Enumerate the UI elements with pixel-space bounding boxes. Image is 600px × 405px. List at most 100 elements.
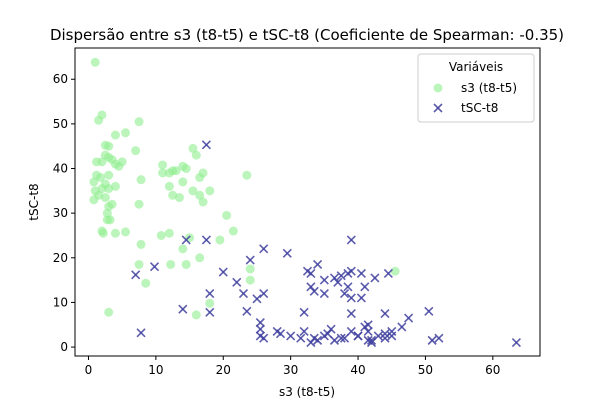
data-point-tsc bbox=[366, 335, 377, 345]
data-point-tsc bbox=[360, 282, 370, 292]
data-point-s3 bbox=[198, 168, 208, 178]
data-point-tsc bbox=[339, 288, 350, 299]
data-point-tsc bbox=[309, 286, 319, 296]
data-point-s3 bbox=[104, 184, 114, 194]
data-point-tsc bbox=[299, 307, 309, 317]
data-point-s3 bbox=[191, 150, 201, 160]
chart-title: Dispersão entre s3 (t8-t5) e tSC-t8 (Coe… bbox=[50, 26, 564, 44]
data-point-tsc bbox=[149, 262, 160, 272]
data-point-s3 bbox=[90, 57, 100, 67]
data-point-s3 bbox=[178, 244, 188, 254]
x-axis: 0 10 20 30 40 50 60 bbox=[85, 356, 500, 377]
data-point-tsc bbox=[434, 333, 444, 343]
data-point-s3 bbox=[104, 141, 114, 151]
data-point-tsc bbox=[326, 324, 336, 334]
y-tick-label: 0 bbox=[60, 340, 68, 354]
data-point-s3 bbox=[181, 259, 191, 269]
y-tick-label: 50 bbox=[53, 117, 68, 131]
x-tick-label: 30 bbox=[283, 363, 298, 377]
x-tick-label: 0 bbox=[85, 363, 93, 377]
data-point-s3 bbox=[134, 259, 144, 269]
data-point-tsc bbox=[259, 288, 269, 299]
data-point-s3 bbox=[390, 266, 400, 276]
data-point-tsc bbox=[346, 309, 356, 319]
data-point-tsc bbox=[178, 304, 188, 314]
data-point-tsc bbox=[252, 294, 262, 304]
data-point-s3 bbox=[136, 175, 146, 185]
data-point-tsc bbox=[181, 235, 191, 245]
data-point-tsc bbox=[255, 324, 265, 334]
data-point-tsc bbox=[343, 282, 353, 292]
data-point-tsc bbox=[201, 235, 211, 245]
data-point-tsc bbox=[275, 329, 286, 339]
legend-title: Variáveis bbox=[449, 60, 503, 74]
legend-x-glyph bbox=[433, 103, 443, 113]
data-point-s3 bbox=[245, 264, 255, 274]
data-point-s3 bbox=[121, 128, 131, 138]
data-point-s3 bbox=[205, 186, 215, 196]
data-point-s3 bbox=[166, 259, 176, 269]
data-point-s3 bbox=[195, 190, 205, 200]
data-point-s3 bbox=[181, 164, 191, 174]
data-point-tsc bbox=[245, 255, 255, 265]
data-point-s3 bbox=[198, 197, 208, 207]
data-point-s3 bbox=[174, 193, 184, 203]
data-point-tsc bbox=[380, 309, 390, 319]
data-point-tsc bbox=[424, 306, 434, 316]
legend-box bbox=[417, 53, 535, 123]
data-point-s3 bbox=[104, 170, 114, 180]
data-point-tsc bbox=[259, 244, 269, 254]
data-point-s3 bbox=[195, 253, 205, 263]
data-point-s3 bbox=[134, 199, 144, 209]
data-point-tsc bbox=[387, 326, 397, 337]
data-point-tsc bbox=[346, 326, 356, 337]
data-point-s3 bbox=[89, 195, 99, 205]
data-point-s3 bbox=[222, 210, 232, 220]
x-tick-label: 50 bbox=[418, 363, 433, 377]
data-point-tsc bbox=[299, 326, 309, 337]
data-point-tsc bbox=[346, 293, 356, 303]
data-point-s3 bbox=[107, 199, 117, 209]
data-point-tsc bbox=[333, 277, 343, 287]
data-point-tsc bbox=[336, 333, 346, 343]
data-point-tsc bbox=[131, 270, 141, 280]
x-axis-label: s3 (t8-t5) bbox=[279, 385, 335, 399]
data-point-s3 bbox=[97, 184, 107, 194]
data-point-tsc bbox=[356, 268, 366, 278]
data-point-tsc bbox=[306, 268, 316, 278]
data-point-tsc bbox=[356, 293, 366, 303]
data-point-tsc bbox=[427, 335, 437, 345]
x-tick-label: 20 bbox=[216, 363, 231, 377]
data-point-tsc bbox=[404, 313, 414, 323]
data-point-tsc bbox=[363, 335, 373, 345]
data-point-s3 bbox=[134, 117, 144, 127]
data-point-s3 bbox=[104, 307, 114, 317]
data-point-s3 bbox=[188, 186, 198, 196]
data-point-tsc bbox=[353, 331, 363, 341]
data-point-s3 bbox=[156, 230, 166, 240]
data-point-s3 bbox=[121, 227, 131, 237]
data-point-s3 bbox=[97, 157, 107, 167]
data-point-tsc bbox=[380, 329, 390, 339]
data-point-tsc bbox=[205, 288, 215, 299]
data-point-tsc bbox=[511, 338, 521, 348]
legend-label-s3: s3 (t8-t5) bbox=[461, 81, 517, 95]
y-axis-label: tSC-t8 bbox=[27, 183, 41, 220]
data-point-s3 bbox=[158, 168, 168, 178]
plot-area bbox=[89, 57, 521, 348]
data-point-tsc bbox=[329, 335, 340, 345]
data-point-tsc bbox=[370, 273, 380, 283]
data-point-tsc bbox=[387, 331, 397, 341]
data-point-tsc bbox=[313, 335, 323, 345]
data-point-s3 bbox=[188, 143, 198, 153]
data-point-tsc bbox=[346, 266, 356, 276]
data-point-tsc bbox=[313, 259, 323, 270]
data-point-tsc bbox=[238, 288, 249, 299]
data-point-tsc bbox=[282, 248, 292, 258]
y-tick-label: 10 bbox=[53, 295, 68, 309]
y-axis: 0 10 20 30 40 50 60 bbox=[53, 72, 75, 354]
legend-marker-s3 bbox=[433, 83, 443, 93]
data-point-tsc bbox=[363, 326, 373, 337]
data-point-tsc bbox=[242, 306, 252, 316]
